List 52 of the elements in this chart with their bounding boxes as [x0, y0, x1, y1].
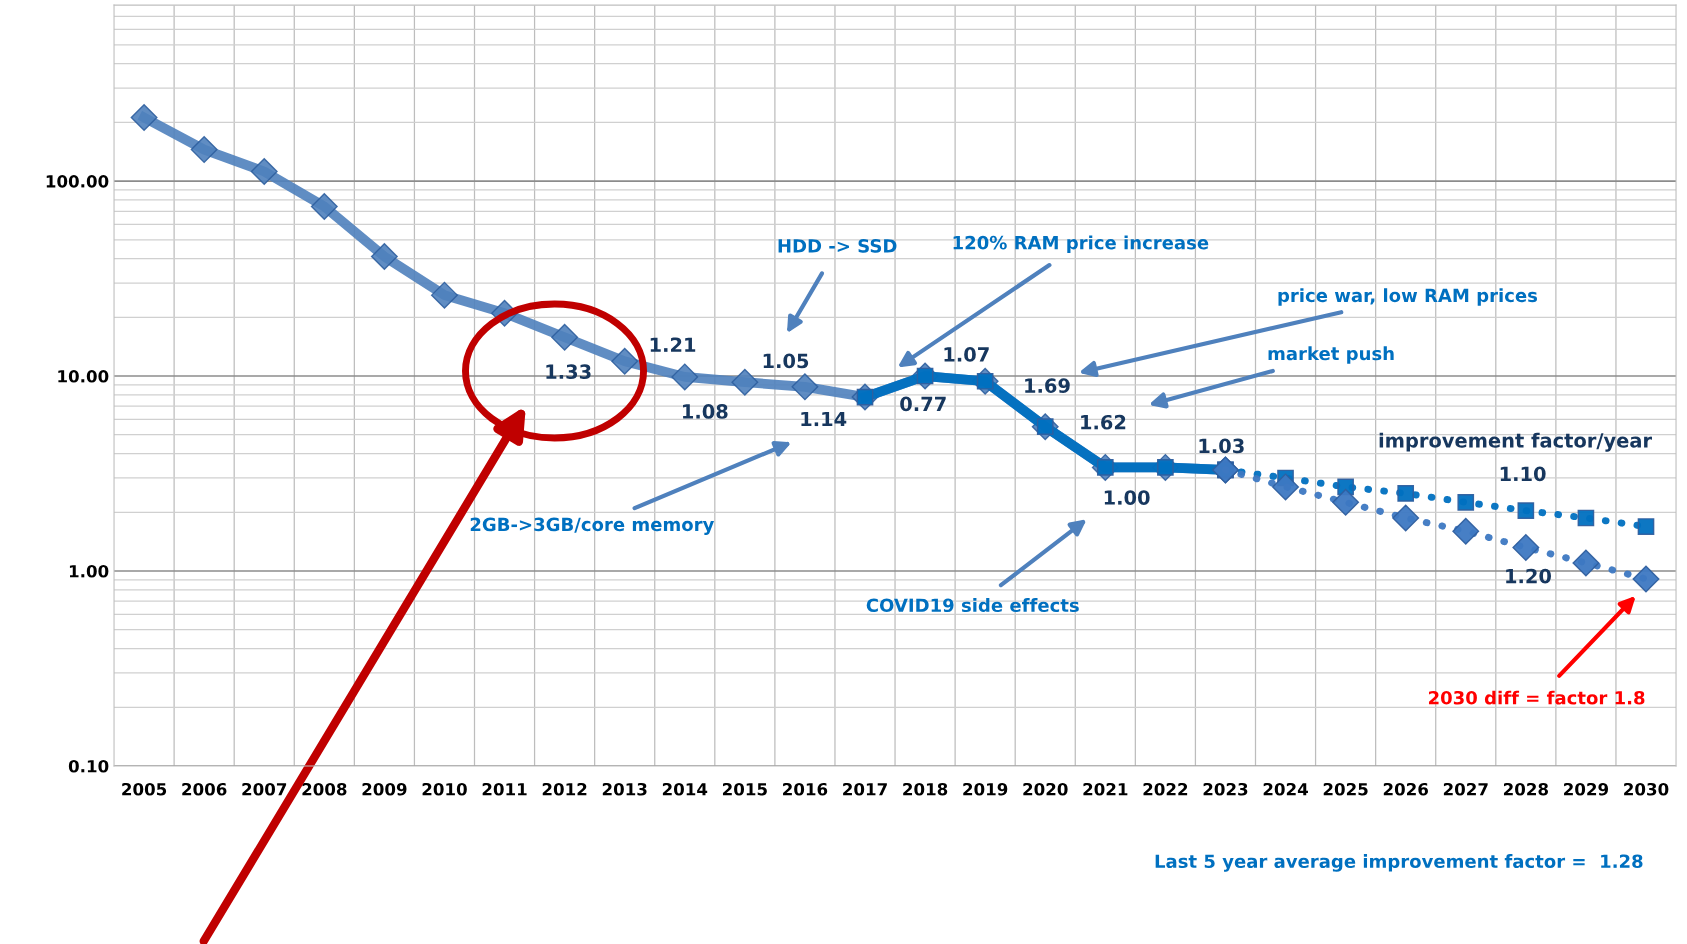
x-tick-label: 2024 [1263, 782, 1308, 796]
annotation: 1.07 [944, 347, 989, 362]
x-tick-label: 2007 [242, 782, 287, 796]
x-tick-label: 2025 [1323, 782, 1368, 796]
annotation: 1.21 [650, 337, 696, 352]
x-tick-label: 2012 [542, 782, 587, 796]
x-tick-label: 2009 [362, 782, 407, 796]
x-tick-label: 2016 [783, 782, 828, 796]
x-tick-label: 2017 [843, 782, 887, 796]
x-tick-label: 2022 [1143, 782, 1188, 796]
x-tick-label: 2026 [1383, 782, 1428, 796]
annotation: market push [1268, 346, 1394, 364]
annotation: 1.33 [546, 364, 591, 379]
annotation: 1.69 [1025, 378, 1070, 393]
y-tick-label: 0.10 [68, 759, 109, 773]
annotation: price war, low RAM prices [1278, 288, 1538, 306]
annotation: 1.00 [1104, 490, 1150, 505]
annotation: 1.10 [1500, 466, 1546, 482]
annotation: 1.62 [1081, 414, 1126, 430]
annotation: 1.20 [1506, 568, 1552, 584]
x-tick-label: 2015 [722, 782, 767, 796]
annotation: 2GB->3GB/core memory [470, 517, 715, 535]
x-tick-label: 2013 [602, 782, 647, 796]
x-tick-label: 2023 [1203, 782, 1248, 796]
x-tick-label: 2020 [1023, 782, 1068, 796]
annotation: 1.03 [1199, 438, 1244, 454]
annotation: improvement factor/year [1379, 432, 1652, 452]
x-tick-label: 2011 [482, 782, 527, 796]
annotation: 1.14 [801, 411, 847, 427]
y-tick-label: 100.00 [46, 175, 109, 188]
x-tick-label: 2018 [903, 782, 948, 796]
x-tick-label: 2014 [662, 782, 708, 796]
annotation: COVID19 side effects [866, 598, 1079, 613]
x-tick-label: 2021 [1083, 782, 1128, 796]
annotation: 0.77 [900, 396, 946, 412]
y-tick-label: 1.00 [69, 564, 109, 578]
annotation: 1.08 [683, 404, 728, 419]
x-tick-label: 2010 [422, 782, 467, 796]
annotation: HDD -> SSD [778, 239, 897, 253]
annotation: 1.05 [763, 353, 809, 369]
x-tick-label: 2006 [182, 782, 227, 796]
x-tick-label: 2027 [1443, 782, 1488, 796]
x-tick-label: 2005 [122, 782, 167, 796]
x-tick-label: 2029 [1564, 782, 1609, 796]
y-tick-label: 10.00 [58, 370, 109, 383]
x-tick-label: 2019 [963, 782, 1008, 796]
text: Last 5 year average improvement factor = 1.28 [1155, 854, 1643, 872]
x-tick-label: 2030 [1624, 782, 1669, 796]
annotation: 120% RAM price increase [953, 235, 1209, 253]
x-tick-label: 2028 [1503, 782, 1548, 796]
annotation: 2030 diff = factor 1.8 [1428, 690, 1645, 705]
x-tick-label: 2008 [302, 782, 347, 796]
